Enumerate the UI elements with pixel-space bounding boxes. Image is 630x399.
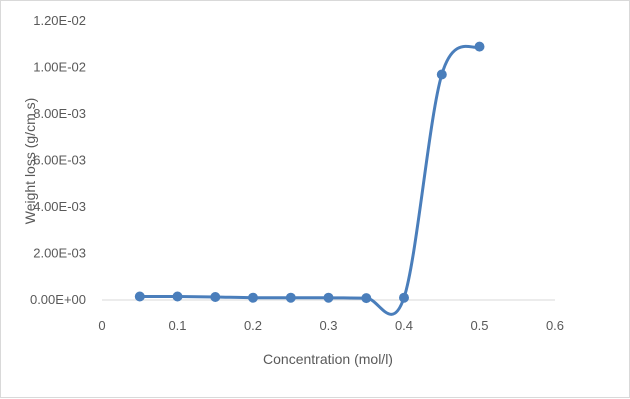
y-tick-label: 8.00E-03 [33,106,86,121]
y-tick-label: 1.00E-02 [33,60,86,75]
y-tick-label: 6.00E-03 [33,153,86,168]
data-point [361,293,372,304]
y-tick-label: 0.00E+00 [30,292,86,307]
y-axis-ticks: 0.00E+00 2.00E-03 4.00E-03 6.00E-03 8.00E-03… [30,13,86,307]
x-tick-label: 0.5 [470,318,488,333]
x-tick-label: 0.4 [395,318,413,333]
data-points [134,41,485,304]
data-point [285,292,296,303]
x-tick-label: 0.2 [244,318,262,333]
y-axis-title: Weight loss (g/cm s) [22,98,38,225]
x-tick-label: 0.1 [168,318,186,333]
data-point [248,292,258,303]
data-point [436,69,447,80]
y-tick-label: 2.00E-03 [33,246,86,261]
x-tick-label: 0.3 [319,318,337,333]
x-tick-label: 0 [98,318,105,333]
data-point [210,292,221,302]
data-point [323,292,334,303]
data-point [134,291,145,302]
data-point [399,292,409,303]
x-axis-ticks: 0 0.1 0.2 0.3 0.4 0.5 0.6 [98,318,564,333]
x-axis-title: Concentration (mol/l) [263,351,393,367]
data-point [474,41,485,52]
y-tick-label: 4.00E-03 [33,199,86,214]
series-line [138,44,481,316]
x-tick-label: 0.6 [546,318,564,333]
data-point [172,291,183,302]
y-tick-label: 1.20E-02 [33,13,86,28]
